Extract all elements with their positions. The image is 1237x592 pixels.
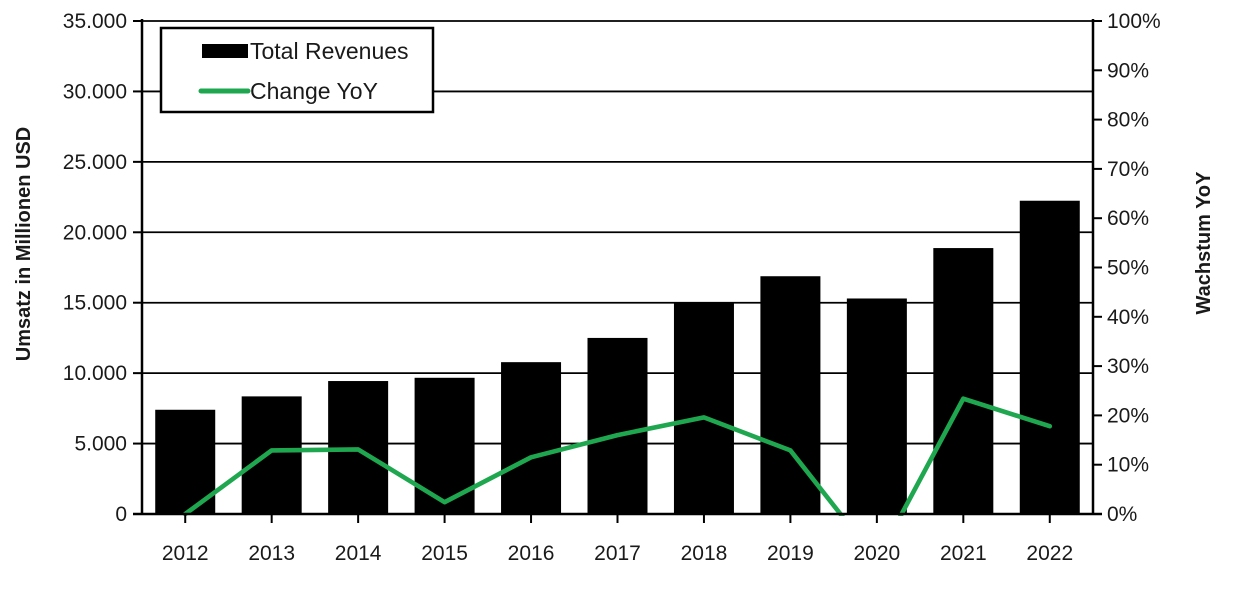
right-tick-label-80: 80%: [1107, 109, 1149, 132]
right-tick-label-40: 40%: [1107, 306, 1149, 329]
x-tick-label-2014: 2014: [335, 542, 382, 565]
x-tick-label-2022: 2022: [1026, 542, 1073, 565]
x-tick-label-2020: 2020: [854, 542, 901, 565]
bar-2013: [241, 396, 302, 514]
left-tick-label-35000: 35.000: [63, 10, 127, 33]
left-tick-label-10000: 10.000: [63, 362, 127, 385]
left-tick-label-20000: 20.000: [63, 221, 127, 244]
tick-labels: 35.000 30.000 25.000 20.000 15.000 10.000 5.00…: [63, 10, 1161, 565]
tick-marks: [133, 20, 1102, 523]
x-tick-label-2017: 2017: [594, 542, 641, 565]
legend: Total Revenues Change YoY: [159, 26, 435, 114]
right-tick-label-90: 90%: [1107, 59, 1149, 82]
right-axis-title: Wachstum YoY: [1193, 171, 1215, 315]
left-axis-title: Umsatz in Millionen USD: [13, 127, 35, 361]
yoy-line: [182, 396, 1053, 516]
bar-2020: [846, 298, 907, 514]
bar-2017: [587, 337, 648, 514]
bar-2022: [1019, 200, 1080, 515]
x-tick-label-2016: 2016: [508, 542, 555, 565]
right-tick-label-20: 20%: [1107, 404, 1149, 427]
bar-2021: [933, 248, 994, 515]
right-tick-label-30: 30%: [1107, 355, 1149, 378]
legend-label-change-yoy: Change YoY: [250, 78, 378, 104]
x-tick-label-2012: 2012: [162, 542, 209, 565]
yoy-line-layer: [182, 396, 1053, 516]
right-tick-label-70: 70%: [1107, 158, 1149, 181]
legend-box: [159, 26, 435, 114]
x-tick-label-2013: 2013: [248, 542, 295, 565]
left-tick-label-25000: 25.000: [63, 151, 127, 174]
x-tick-label-2015: 2015: [421, 542, 468, 565]
right-tick-label-60: 60%: [1107, 207, 1149, 230]
x-tick-label-2019: 2019: [767, 542, 814, 565]
right-tick-label-0: 0%: [1107, 503, 1137, 526]
left-tick-label-5000: 5.000: [74, 433, 127, 456]
bar-2016: [501, 362, 562, 514]
x-tick-label-2021: 2021: [940, 542, 987, 565]
legend-bar-swatch: [202, 44, 248, 58]
revenue-bars: [155, 200, 1080, 515]
legend-label-total-revenues: Total Revenues: [250, 38, 409, 64]
right-tick-label-100: 100%: [1107, 10, 1161, 33]
x-tick-label-2018: 2018: [681, 542, 728, 565]
left-tick-label-30000: 30.000: [63, 80, 127, 103]
right-tick-label-50: 50%: [1107, 257, 1149, 280]
bar-2018: [673, 303, 734, 514]
right-tick-label-10: 10%: [1107, 454, 1149, 477]
left-tick-label-0: 0: [115, 503, 127, 526]
left-tick-label-15000: 15.000: [63, 292, 127, 315]
